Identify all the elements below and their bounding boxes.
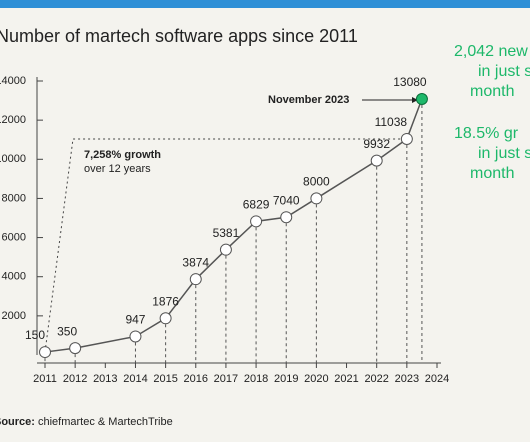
source-label: Source: xyxy=(0,416,35,428)
side-note: month xyxy=(470,83,514,100)
latest-annotation: November 2023 xyxy=(268,94,349,106)
x-tick-label: 2012 xyxy=(63,373,87,385)
value-label: 13080 xyxy=(393,75,427,89)
point xyxy=(189,273,202,286)
side-note: 18.5% gr xyxy=(454,125,519,142)
point xyxy=(400,132,413,145)
chart-title: Number of martech software apps since 20… xyxy=(0,26,358,46)
x-tick-label: 2018 xyxy=(244,373,268,385)
value-label: 8000 xyxy=(303,175,330,189)
growth-annotation: 7,258% growth xyxy=(84,149,161,161)
x-tick-label: 2020 xyxy=(304,373,328,385)
side-note: in just s xyxy=(478,145,530,162)
value-label: 3874 xyxy=(182,255,209,269)
x-tick-label: 2021 xyxy=(334,373,358,385)
y-tick-label: 12000 xyxy=(0,114,26,126)
point xyxy=(250,215,263,228)
side-note: month xyxy=(470,165,514,182)
y-tick-label: 8000 xyxy=(2,192,26,204)
x-tick-label: 2019 xyxy=(274,373,298,385)
point xyxy=(310,192,323,205)
x-tick-label: 2022 xyxy=(364,373,388,385)
point xyxy=(129,330,142,343)
value-label: 5381 xyxy=(213,226,240,240)
point xyxy=(159,312,172,325)
x-tick-label: 2016 xyxy=(184,373,208,385)
x-tick-label: 2024 xyxy=(425,373,449,385)
x-tick-label: 2023 xyxy=(395,373,419,385)
x-tick-label: 2013 xyxy=(93,373,117,385)
side-note: 2,042 new xyxy=(454,43,528,60)
value-label: 1876 xyxy=(152,294,179,308)
x-tick-label: 2011 xyxy=(33,373,57,385)
growth-period: over 12 years xyxy=(84,163,151,175)
point xyxy=(280,211,293,224)
y-tick-label: 6000 xyxy=(2,231,26,243)
point xyxy=(370,154,383,167)
x-tick-label: 2015 xyxy=(153,373,177,385)
y-tick-label: 10000 xyxy=(0,153,26,165)
top-bar xyxy=(0,0,530,8)
value-label: 6829 xyxy=(243,198,270,212)
y-tick-label: 4000 xyxy=(2,271,26,283)
value-label: 9932 xyxy=(363,137,390,151)
source: chiefmartec & MartechTribe xyxy=(38,416,173,428)
value-label: 11038 xyxy=(375,115,408,129)
y-tick-label: 14000 xyxy=(0,75,26,87)
arrow-head xyxy=(412,97,418,103)
x-tick-label: 2017 xyxy=(214,373,238,385)
value-label: 947 xyxy=(125,313,145,327)
y-tick-label: 2000 xyxy=(2,310,26,322)
point xyxy=(219,243,232,256)
highlight-point xyxy=(415,93,428,106)
point xyxy=(69,342,82,355)
value-label: 150 xyxy=(25,328,45,342)
line xyxy=(44,98,423,353)
point xyxy=(39,346,51,359)
value-label: 350 xyxy=(57,324,77,338)
side-note: in just s xyxy=(478,63,530,80)
value-label: 7040 xyxy=(273,193,300,207)
x-tick-label: 2014 xyxy=(123,373,147,385)
growth-bracket xyxy=(44,138,407,353)
